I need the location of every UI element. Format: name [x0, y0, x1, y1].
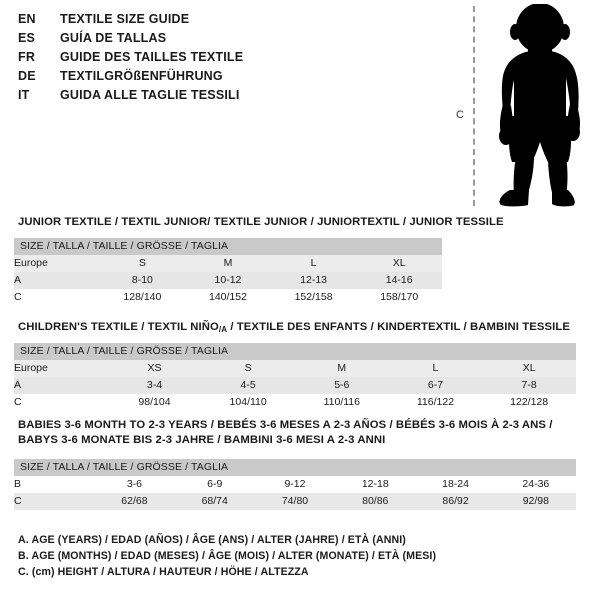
table-row: C 62/68 68/74 74/80 80/86 86/92 92/98 — [14, 493, 576, 510]
language-row-de: DE TEXTILGRÖßENFÜHRUNG — [18, 69, 438, 88]
children-row-a-cell-5: 7-8 — [482, 377, 576, 394]
children-row-europe-label: Europe — [14, 360, 108, 377]
children-section-title: CHILDREN'S TEXTILE / TEXTIL NIÑO/A / TEX… — [18, 320, 570, 335]
babies-row-c-cell-6: 92/98 — [495, 493, 576, 510]
children-title-pre: CHILDREN'S TEXTILE / TEXTIL NIÑO — [18, 321, 219, 333]
babies-row-b-cell-5: 18-24 — [415, 476, 496, 493]
children-row-a-cell-1: 3-4 — [107, 377, 202, 394]
children-row-europe-cell-2: S — [201, 360, 295, 377]
babies-row-b-cell-6: 24-36 — [495, 476, 576, 493]
legend-line-a: A. AGE (YEARS) / EDAD (AÑOS) / ÂGE (ANS)… — [18, 534, 406, 546]
language-row-en: EN TEXTILE SIZE GUIDE — [18, 12, 438, 31]
children-row-europe-cell-3: M — [294, 360, 389, 377]
junior-row-europe-label: Europe — [14, 255, 100, 272]
children-size-header-row: SIZE / TALLA / TAILLE / GRÖSSE / TAGLIA — [14, 343, 576, 360]
children-row-a-cell-2: 4-5 — [201, 377, 295, 394]
language-code-de: DE — [18, 69, 36, 83]
language-title-es: GUÍA DE TALLAS — [60, 31, 167, 45]
junior-row-c-cell-1: 128/140 — [99, 289, 186, 306]
babies-row-c-cell-1: 62/68 — [94, 493, 175, 510]
children-row-europe-cell-4: L — [388, 360, 483, 377]
language-code-fr: FR — [18, 50, 36, 64]
babies-row-b-cell-2: 6-9 — [174, 476, 255, 493]
junior-size-header-label: SIZE / TALLA / TAILLE / GRÖSSE / TAGLIA — [14, 238, 442, 255]
babies-row-c-cell-2: 68/74 — [174, 493, 255, 510]
junior-row-a-cell-4: 14-16 — [356, 272, 442, 289]
dashed-height-line — [473, 6, 475, 206]
children-row-c-cell-4: 116/122 — [388, 394, 483, 411]
junior-row-c-cell-3: 152/158 — [270, 289, 357, 306]
babies-title-line-2: BABYS 3-6 MONATE BIS 2-3 JAHRE / BAMBINI… — [18, 434, 386, 446]
language-title-fr: GUIDE DES TAILLES TEXTILE — [60, 50, 244, 64]
junior-size-table: SIZE / TALLA / TAILLE / GRÖSSE / TAGLIA … — [14, 238, 442, 306]
toddler-silhouette-icon — [499, 4, 580, 207]
children-size-table: SIZE / TALLA / TAILLE / GRÖSSE / TAGLIA … — [14, 343, 576, 411]
legend-block: A. AGE (YEARS) / EDAD (AÑOS) / ÂGE (ANS)… — [18, 532, 578, 580]
children-title-sub: /A — [218, 325, 228, 334]
babies-title-line-1: BABIES 3-6 MONTH TO 2-3 YEARS / BEBÉS 3-… — [18, 419, 553, 431]
junior-row-europe-cell-4: XL — [356, 255, 442, 272]
children-row-c-label: C — [14, 394, 108, 411]
babies-row-c-cell-3: 74/80 — [254, 493, 336, 510]
language-title-it: GUIDA ALLE TAGLIE TESSILI — [60, 88, 240, 102]
junior-size-header-row: SIZE / TALLA / TAILLE / GRÖSSE / TAGLIA — [14, 238, 442, 255]
junior-row-a-cell-2: 10-12 — [185, 272, 271, 289]
junior-row-c-cell-2: 140/152 — [185, 289, 271, 306]
table-row: C 128/140 140/152 152/158 158/170 — [14, 289, 442, 306]
junior-row-europe-cell-2: M — [185, 255, 271, 272]
children-row-europe-cell-5: XL — [482, 360, 576, 377]
junior-row-europe-cell-3: L — [270, 255, 357, 272]
children-title-post: / TEXTILE DES ENFANTS / KINDERTEXTIL / B… — [227, 321, 571, 333]
junior-row-a-cell-3: 12-13 — [270, 272, 357, 289]
language-title-de: TEXTILGRÖßENFÜHRUNG — [60, 69, 223, 83]
language-header-block: EN TEXTILE SIZE GUIDE ES GUÍA DE TALLAS … — [18, 12, 438, 107]
junior-row-c-label: C — [14, 289, 100, 306]
language-title-en: TEXTILE SIZE GUIDE — [60, 12, 190, 26]
babies-row-c-cell-4: 80/86 — [335, 493, 416, 510]
babies-row-b-cell-3: 9-12 — [254, 476, 336, 493]
babies-size-header-label: SIZE / TALLA / TAILLE / GRÖSSE / TAGLIA — [14, 459, 576, 476]
babies-size-header-row: SIZE / TALLA / TAILLE / GRÖSSE / TAGLIA — [14, 459, 576, 476]
language-row-es: ES GUÍA DE TALLAS — [18, 31, 438, 50]
height-measure-label: C — [456, 109, 464, 121]
babies-row-b-cell-1: 3-6 — [94, 476, 175, 493]
babies-row-c-cell-5: 86/92 — [415, 493, 496, 510]
children-row-c-cell-5: 122/128 — [482, 394, 576, 411]
children-row-a-label: A — [14, 377, 108, 394]
children-row-a-cell-3: 5-6 — [294, 377, 389, 394]
babies-section-title: BABIES 3-6 MONTH TO 2-3 YEARS / BEBÉS 3-… — [18, 418, 553, 448]
table-row: C 98/104 104/110 110/116 116/122 122/128 — [14, 394, 576, 411]
language-row-it: IT GUIDA ALLE TAGLIE TESSILI — [18, 88, 438, 107]
junior-row-c-cell-4: 158/170 — [356, 289, 442, 306]
children-row-c-cell-3: 110/116 — [294, 394, 389, 411]
children-row-c-cell-1: 98/104 — [107, 394, 202, 411]
junior-row-europe-cell-1: S — [99, 255, 186, 272]
junior-row-a-label: A — [14, 272, 100, 289]
table-row: Europe S M L XL — [14, 255, 442, 272]
babies-size-table: SIZE / TALLA / TAILLE / GRÖSSE / TAGLIA … — [14, 459, 576, 510]
junior-section-title: JUNIOR TEXTILE / TEXTIL JUNIOR/ TEXTILE … — [18, 216, 504, 228]
babies-row-b-cell-4: 12-18 — [335, 476, 416, 493]
language-code-it: IT — [18, 88, 30, 102]
children-row-europe-cell-1: XS — [107, 360, 202, 377]
children-size-header-label: SIZE / TALLA / TAILLE / GRÖSSE / TAGLIA — [14, 343, 576, 360]
legend-line-c: C. (cm) HEIGHT / ALTURA / HAUTEUR / HÖHE… — [18, 566, 309, 578]
language-code-es: ES — [18, 31, 36, 45]
height-figure-area: C — [440, 4, 600, 209]
language-row-fr: FR GUIDE DES TAILLES TEXTILE — [18, 50, 438, 69]
babies-row-b-label: B — [14, 476, 95, 493]
children-row-a-cell-4: 6-7 — [388, 377, 483, 394]
children-row-c-cell-2: 104/110 — [201, 394, 295, 411]
legend-line-b: B. AGE (MONTHS) / EDAD (MESES) / ÂGE (MO… — [18, 550, 437, 562]
table-row: Europe XS S M L XL — [14, 360, 576, 377]
table-row: A 8-10 10-12 12-13 14-16 — [14, 272, 442, 289]
table-row: B 3-6 6-9 9-12 12-18 18-24 24-36 — [14, 476, 576, 493]
babies-row-c-label: C — [14, 493, 95, 510]
language-code-en: EN — [18, 12, 36, 26]
junior-row-a-cell-1: 8-10 — [99, 272, 186, 289]
table-row: A 3-4 4-5 5-6 6-7 7-8 — [14, 377, 576, 394]
